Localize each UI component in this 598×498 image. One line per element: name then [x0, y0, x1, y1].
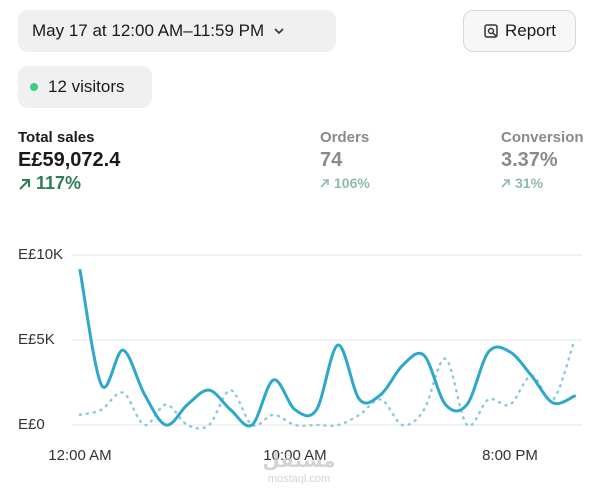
- metric: Conversion 3.37% 31%: [501, 129, 584, 191]
- watermark-arabic: مستقل: [262, 450, 336, 472]
- metric-change-value: 106%: [334, 175, 370, 191]
- date-range: May 17 at 12:00 AM–11:59 PM: [32, 21, 265, 40]
- date-range-button[interactable]: May 17 at 12:00 AM–11:59 PM: [18, 10, 336, 52]
- metric-change: 106%: [320, 175, 370, 191]
- live-dot: [30, 83, 38, 91]
- metric-value: 74: [320, 149, 343, 171]
- report-icon: [484, 24, 498, 38]
- watermark-latin: mostaql.com: [267, 473, 331, 485]
- metric-label: Total sales: [18, 129, 95, 146]
- y-tick-label: E£5K: [18, 331, 55, 348]
- x-tick-label: 8:00 PM: [482, 447, 538, 464]
- metric-change: 117%: [18, 173, 120, 194]
- report-label: Report: [504, 21, 557, 40]
- metric-change-value: 117%: [36, 173, 82, 193]
- metric-value: 3.37%: [501, 149, 558, 171]
- up-arrow: [19, 178, 30, 190]
- visitors-label: 12 visitors: [48, 77, 125, 96]
- report-button[interactable]: Report: [463, 10, 576, 52]
- up-arrow: [320, 179, 329, 188]
- visitors-chip[interactable]: 12 visitors: [18, 66, 152, 108]
- metric-label: Orders: [320, 129, 370, 146]
- metric: Total sales E£59,072.4 117%: [18, 129, 120, 194]
- line-series: [78, 268, 576, 428]
- x-tick-label: 12:00 AM: [48, 447, 111, 464]
- watermark: مستقل mostaql.com: [0, 448, 598, 485]
- y-tick-label: E£10K: [18, 246, 63, 263]
- chevron-icon: [274, 28, 284, 35]
- metric-change-value: 31%: [515, 175, 544, 191]
- y-tick-label: E£0: [18, 416, 45, 433]
- line-series: [78, 338, 576, 430]
- metric-label: Conversion: [501, 129, 584, 146]
- x-tick-label: 10:00 AM: [263, 447, 326, 464]
- up-arrow: [501, 179, 510, 188]
- metric: Orders 74 106%: [320, 129, 370, 191]
- metric-value: E£59,072.4: [18, 149, 121, 171]
- metric-change: 31%: [501, 175, 584, 191]
